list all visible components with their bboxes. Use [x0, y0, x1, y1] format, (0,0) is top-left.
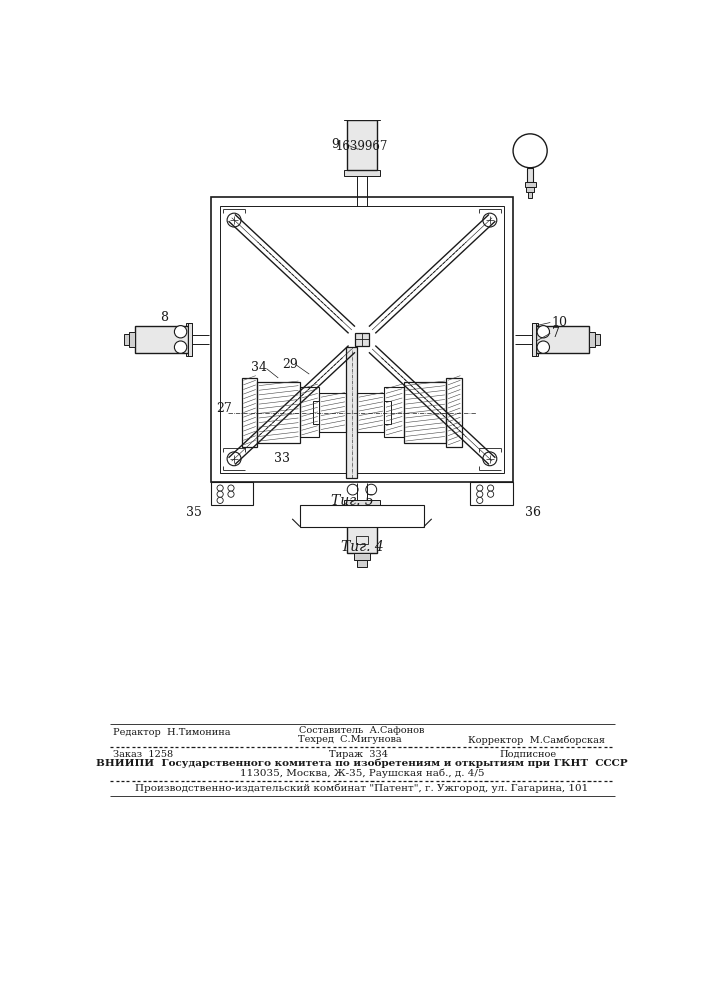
Bar	[187, 323, 192, 356]
Bar	[129, 332, 135, 347]
Text: Редактор  Н.Тимонина: Редактор Н.Тимонина	[113, 728, 230, 737]
Text: 33: 33	[274, 452, 290, 465]
Text: 9: 9	[331, 138, 339, 151]
Circle shape	[537, 341, 549, 353]
Text: Производственно-издательский комбинат "Патент", г. Ужгород, ул. Гагарина, 101: Производственно-издательский комбинат "П…	[135, 784, 588, 793]
Bar	[525, 182, 535, 187]
Bar	[320, 393, 346, 432]
Text: Τиг. 4: Τиг. 4	[341, 540, 383, 554]
Circle shape	[227, 452, 241, 466]
Text: Составитель  А.Сафонов: Составитель А.Сафонов	[299, 726, 425, 735]
Bar	[300, 387, 320, 437]
Circle shape	[347, 484, 358, 495]
Bar	[537, 326, 589, 353]
Text: 10: 10	[552, 316, 568, 329]
Bar	[385, 387, 404, 437]
Circle shape	[477, 491, 483, 497]
Circle shape	[483, 452, 497, 466]
Text: 35: 35	[186, 506, 201, 519]
Bar	[527, 168, 533, 182]
Bar	[446, 378, 462, 447]
Bar	[220, 206, 504, 473]
Text: 113035, Москва, Ж-35, Раушская наб., д. 4/5: 113035, Москва, Ж-35, Раушская наб., д. …	[240, 768, 484, 778]
Bar	[470, 482, 513, 505]
Circle shape	[537, 326, 549, 338]
Circle shape	[488, 491, 493, 497]
Text: ВНИИПИ  Государственного комитета по изобретениям и открытиям при ГКНТ  СССР: ВНИИПИ Государственного комитета по изоб…	[96, 759, 628, 768]
Bar	[532, 323, 538, 356]
Circle shape	[175, 341, 187, 353]
Bar	[257, 382, 300, 443]
Bar	[344, 170, 380, 176]
Circle shape	[217, 491, 223, 497]
Bar	[526, 187, 534, 192]
Bar	[135, 326, 187, 353]
Bar	[347, 507, 377, 553]
Text: 7: 7	[552, 327, 560, 340]
Circle shape	[175, 326, 187, 338]
Bar	[528, 192, 532, 198]
Bar	[344, 500, 380, 507]
Text: 27: 27	[216, 402, 232, 415]
Circle shape	[513, 134, 547, 168]
Circle shape	[477, 485, 483, 491]
Text: 36: 36	[525, 506, 541, 519]
Bar	[242, 378, 257, 447]
Bar	[589, 332, 595, 347]
Bar	[356, 100, 368, 106]
Text: 1639967: 1639967	[336, 140, 388, 153]
Text: 29: 29	[282, 358, 298, 371]
Bar	[355, 333, 369, 346]
Circle shape	[477, 497, 483, 503]
Circle shape	[488, 485, 493, 491]
Bar	[404, 382, 446, 443]
Bar	[356, 536, 368, 544]
Bar	[300, 505, 424, 527]
Circle shape	[483, 213, 497, 227]
Circle shape	[217, 497, 223, 503]
Circle shape	[366, 484, 377, 495]
Text: Заказ  1258: Заказ 1258	[113, 750, 173, 759]
Bar	[211, 482, 253, 505]
Text: Τиг. 5: Τиг. 5	[330, 494, 373, 508]
Bar	[211, 197, 513, 482]
Bar	[354, 553, 370, 560]
Bar	[124, 334, 129, 345]
Bar	[346, 347, 357, 478]
Text: Подписное: Подписное	[499, 750, 556, 759]
Bar	[356, 560, 368, 567]
Bar	[313, 401, 320, 424]
Bar	[357, 393, 385, 432]
Circle shape	[228, 485, 234, 491]
Bar	[354, 106, 370, 114]
Circle shape	[217, 485, 223, 491]
Text: 34: 34	[251, 361, 267, 374]
Text: Техред  С.Мигунова: Техред С.Мигунова	[298, 735, 402, 744]
Circle shape	[228, 491, 234, 497]
Bar	[344, 114, 380, 120]
Bar	[347, 120, 377, 170]
Text: Корректор  М.Самборская: Корректор М.Самборская	[468, 735, 605, 745]
Text: 8: 8	[160, 311, 168, 324]
Bar	[595, 334, 600, 345]
Bar	[385, 401, 391, 424]
Text: Тираж  334: Тираж 334	[329, 750, 387, 759]
Bar	[186, 323, 192, 356]
Circle shape	[227, 213, 241, 227]
Bar	[532, 323, 537, 356]
